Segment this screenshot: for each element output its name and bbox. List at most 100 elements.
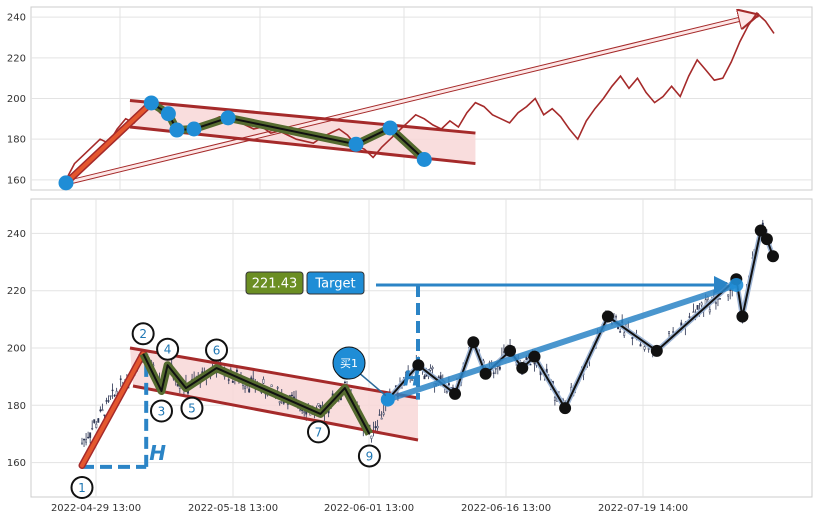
pivot-label-circle — [149, 399, 173, 423]
top-target-arrow — [65, 15, 757, 185]
candle-body — [688, 316, 691, 318]
bottom-swing-marker — [449, 387, 462, 400]
bottom-swing-marker — [528, 350, 541, 363]
candle-body — [553, 396, 556, 401]
bottom-swing-marker — [516, 362, 529, 375]
candle-body — [423, 375, 426, 380]
candle-body — [374, 426, 377, 428]
top-channel-upper — [129, 99, 476, 135]
pivot-label-text: 4 — [164, 343, 172, 357]
candle-body — [370, 435, 373, 439]
bottom-swing-marker — [760, 233, 773, 246]
bottom-y-tick-label: 160 — [7, 458, 26, 469]
candle-body — [276, 387, 279, 389]
candle-body — [227, 379, 230, 381]
bottom-x-tick-label: 2022-05-18 13:00 — [188, 503, 278, 514]
candle-body — [299, 409, 302, 412]
candle-body — [343, 381, 346, 384]
candle-body — [619, 331, 622, 333]
candle-body — [278, 401, 281, 404]
target-value-badge — [245, 271, 304, 295]
candle-body — [103, 414, 106, 416]
pivot-label-text: 1 — [78, 481, 86, 495]
candle-body — [81, 442, 83, 445]
candle-body — [494, 368, 497, 370]
top-pivot-marker — [186, 121, 202, 137]
candle-body — [447, 383, 450, 386]
candle-body — [231, 381, 234, 383]
target-value-text: 221.43 — [252, 277, 298, 292]
candle-body — [623, 332, 626, 336]
bottom-y-tick-label: 200 — [7, 344, 26, 355]
candle-body — [303, 411, 306, 413]
h-label-1: H — [149, 441, 166, 465]
entry-point-marker — [380, 392, 395, 407]
bottom-x-tick-label: 2022-06-01 13:00 — [324, 503, 414, 514]
candle-body — [498, 366, 501, 370]
candle-body — [615, 316, 617, 318]
candle-body — [97, 418, 100, 423]
candle-body — [647, 348, 650, 350]
target-point-marker — [729, 277, 744, 292]
candle-body — [113, 394, 116, 397]
bottom-x-tick-label: 2022-07-19 14:00 — [598, 503, 688, 514]
bottom-channel-upper — [129, 346, 419, 400]
bottom-x-tick-label: 2022-06-16 13:00 — [461, 503, 551, 514]
candle-body — [317, 403, 320, 406]
entry-bubble-text: 买1 — [340, 357, 358, 370]
candle-body — [244, 386, 247, 390]
bottom-swing-marker — [467, 336, 480, 349]
candle-body — [529, 364, 532, 366]
candle-body — [692, 311, 695, 313]
candle-body — [376, 425, 379, 429]
bottom-swing-marker — [601, 310, 614, 323]
bottom-swing-marker — [767, 250, 779, 263]
bottom-y-tick-label: 240 — [7, 229, 26, 240]
entry-bubble — [332, 346, 366, 380]
bottom-impulse-line — [80, 351, 146, 468]
bottom-post-line — [387, 229, 774, 410]
pivot-label-circle — [70, 475, 94, 499]
candle-body — [696, 305, 699, 310]
top-y-tick-label: 240 — [7, 13, 26, 24]
top-pivot-marker — [160, 106, 176, 122]
target-badge — [306, 271, 365, 295]
bottom-swing-marker — [559, 402, 572, 415]
top-y-tick-label: 200 — [7, 94, 26, 105]
candle-body — [719, 298, 721, 300]
pivot-label-circle — [156, 337, 180, 361]
bottom-swing-marker — [650, 344, 663, 357]
candle-body — [290, 394, 293, 397]
top-pivot-marker — [416, 152, 432, 167]
bottom-x-tick-label: 2022-04-29 13:00 — [51, 503, 141, 514]
candle-body — [252, 378, 255, 380]
candle-body — [445, 391, 448, 394]
top-pivot-marker — [348, 136, 364, 152]
pivot-label-text: 9 — [366, 449, 374, 463]
pivot-label-text: 7 — [315, 425, 323, 439]
candle-body — [83, 438, 85, 441]
candle-body — [262, 379, 265, 384]
candle-body — [700, 302, 703, 306]
candle-body — [89, 432, 92, 438]
entry-callout-line — [357, 371, 387, 397]
candle-body — [380, 417, 383, 420]
candle-body — [111, 389, 114, 392]
candle-body — [525, 356, 528, 361]
candle-body — [101, 409, 104, 412]
candle-body — [617, 326, 620, 330]
candle-body — [87, 436, 90, 439]
candle-body — [714, 302, 717, 305]
candle-body — [708, 309, 711, 313]
candle-body — [639, 344, 642, 347]
candle-body — [93, 419, 96, 423]
candle-body — [668, 331, 670, 335]
bottom-zigzag-line — [142, 353, 371, 435]
top-pivot-marker — [58, 175, 74, 191]
top-pivot-marker — [382, 120, 398, 136]
h-label-2: H — [403, 366, 420, 390]
pivot-label-circle — [205, 338, 229, 362]
top-pivot-marker — [169, 122, 185, 138]
